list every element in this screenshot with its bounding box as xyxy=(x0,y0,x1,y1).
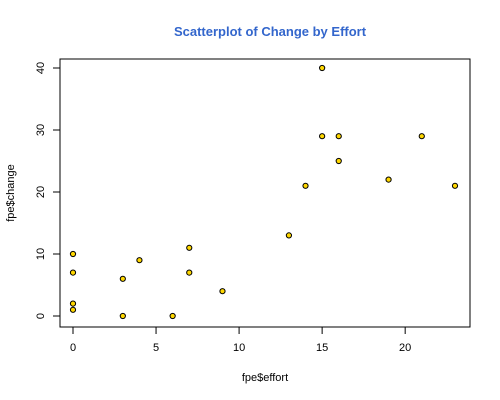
data-point xyxy=(285,232,293,239)
data-point xyxy=(119,312,126,320)
x-tick-label: 0 xyxy=(70,342,76,354)
y-axis: 0 10 20 30 40 xyxy=(35,62,61,319)
x-axis: 0 5 10 15 20 xyxy=(70,326,411,354)
data-point xyxy=(69,269,77,276)
data-point xyxy=(451,182,459,189)
data-point xyxy=(186,244,193,251)
y-axis-label: fpe$change xyxy=(5,164,17,222)
y-tick-label: 20 xyxy=(35,186,47,198)
data-point xyxy=(302,182,309,189)
data-point xyxy=(119,275,126,282)
data-point xyxy=(69,306,77,313)
data-point xyxy=(319,64,326,72)
data-point xyxy=(186,269,193,276)
data-point xyxy=(219,288,226,295)
x-axis-label: fpe$effort xyxy=(242,372,288,384)
data-point xyxy=(319,133,326,140)
x-tick-label: 20 xyxy=(399,342,411,354)
data-point xyxy=(69,300,77,307)
y-tick-label: 30 xyxy=(35,124,47,136)
x-tick-label: 10 xyxy=(233,342,245,354)
plot-area-frame xyxy=(59,58,471,328)
y-tick-label: 10 xyxy=(35,248,47,260)
x-tick-label: 15 xyxy=(316,342,328,354)
data-point xyxy=(385,176,392,183)
chart-title: Scatterplot of Change by Effort xyxy=(174,24,367,39)
data-point xyxy=(136,257,143,264)
y-tick-label: 0 xyxy=(35,313,47,319)
data-point xyxy=(69,250,77,258)
y-tick-label: 40 xyxy=(35,62,47,74)
data-points xyxy=(69,64,459,320)
data-point xyxy=(335,133,342,140)
data-point xyxy=(169,312,176,320)
data-point xyxy=(335,157,342,165)
x-tick-label: 5 xyxy=(153,342,159,354)
data-point xyxy=(418,133,425,140)
